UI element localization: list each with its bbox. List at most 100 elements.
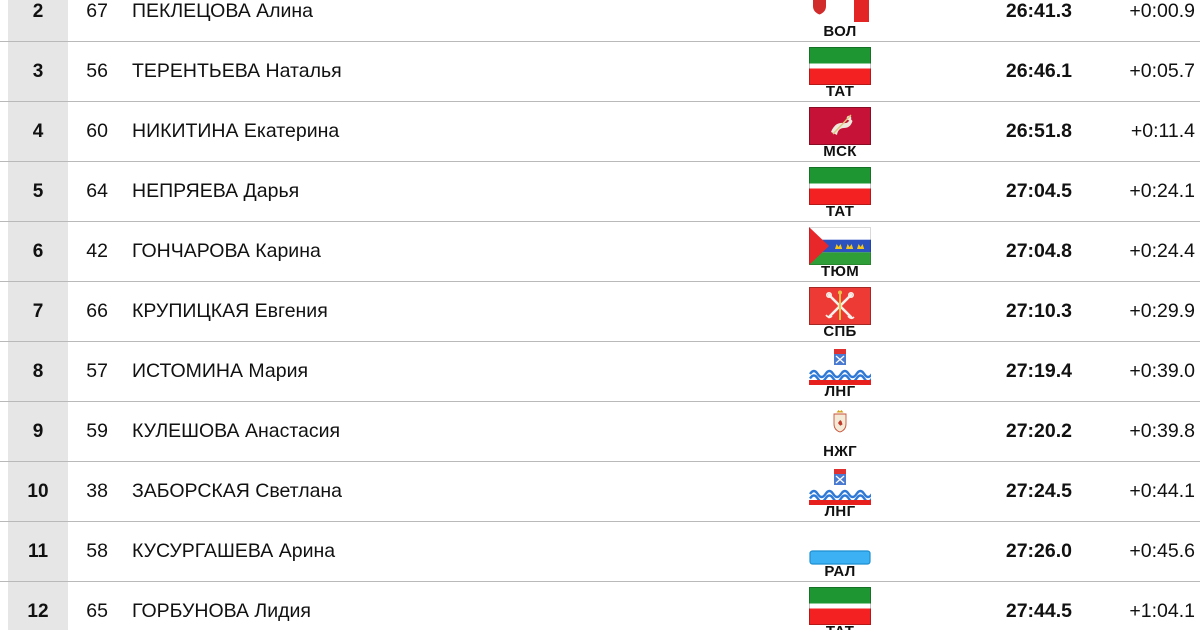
table-row: 8 57 ИСТОМИНА Мария ЛНГ <box>0 342 1200 402</box>
region-flag-icon <box>809 167 871 205</box>
region-flag-icon <box>809 47 871 85</box>
bib-number: 66 <box>86 300 108 322</box>
table-row: 3 56 ТЕРЕНТЬЕВА Наталья ТАТ 26:46.1 +0:0… <box>0 42 1200 102</box>
bib-number: 64 <box>86 180 108 202</box>
table-row: 5 64 НЕПРЯЕВА Дарья ТАТ 27:04.5 +0:24.1 <box>0 162 1200 222</box>
finish-time: 27:24.5 <box>1005 480 1072 502</box>
region-flag-block: ТАТ <box>809 162 871 221</box>
finish-time: 26:51.8 <box>1005 120 1072 142</box>
region-flag-block: ТАТ <box>809 42 871 101</box>
region-flag-icon <box>809 107 871 145</box>
athlete-name: ИСТОМИНА Мария <box>132 360 309 382</box>
time-gap: +0:29.9 <box>1129 300 1195 322</box>
finish-time: 27:10.3 <box>1005 300 1072 322</box>
rank-cell: 7 <box>8 282 68 341</box>
time-gap: +0:00.9 <box>1129 0 1195 22</box>
table-row: 10 38 ЗАБОРСКАЯ Светлана <box>0 462 1200 522</box>
region-flag-block: СПБ <box>809 282 871 341</box>
time-gap: +0:39.0 <box>1129 360 1195 382</box>
rank-cell: 3 <box>8 42 68 101</box>
time-gap: +0:24.1 <box>1129 180 1195 202</box>
region-flag-icon <box>809 587 871 625</box>
athlete-name: НИКИТИНА Екатерина <box>132 120 340 142</box>
rank-cell: 2 <box>8 0 68 41</box>
finish-time: 26:41.3 <box>1005 0 1072 22</box>
region-code: ТАТ <box>825 83 855 100</box>
region-code: ТАТ <box>825 203 855 220</box>
region-flag-icon <box>809 527 871 565</box>
region-flag-block: ТЮМ <box>809 222 871 281</box>
athlete-name: ГОНЧАРОВА Карина <box>132 240 321 262</box>
finish-time: 27:19.4 <box>1005 360 1072 382</box>
region-flag-block: ЛНГ <box>809 462 871 521</box>
region-code: ТЮМ <box>820 263 860 280</box>
athlete-name: ГОРБУНОВА Лидия <box>132 600 311 622</box>
time-gap: +0:24.4 <box>1129 240 1195 262</box>
table-row: 7 66 КРУПИЦКАЯ Евгения <box>0 282 1200 342</box>
time-gap: +0:11.4 <box>1130 120 1195 142</box>
rank-cell: 5 <box>8 162 68 221</box>
region-flag-block: ВОЛ <box>809 0 871 41</box>
rank-cell: 6 <box>8 222 68 281</box>
time-gap: +0:39.8 <box>1129 420 1195 442</box>
rank-cell: 4 <box>8 102 68 161</box>
bib-number: 60 <box>86 120 108 142</box>
region-code: МСК <box>823 143 857 160</box>
table-row: 11 58 КУСУРГАШЕВА Арина РАЛ 27:26.0 +0:4… <box>0 522 1200 582</box>
athlete-name: НЕПРЯЕВА Дарья <box>132 180 300 202</box>
table-row: 9 59 КУЛЕШОВА Анастасия НЖГ 27:20.2 +0:3… <box>0 402 1200 462</box>
rank-cell: 9 <box>8 402 68 461</box>
region-flag-icon <box>809 467 871 505</box>
region-code: ТАТ <box>797 623 883 630</box>
bib-number: 65 <box>86 600 108 622</box>
athlete-name: КРУПИЦКАЯ Евгения <box>132 300 328 322</box>
time-gap: +0:45.6 <box>1129 540 1195 562</box>
bib-number: 56 <box>86 60 108 82</box>
region-flag-block: РАЛ <box>809 522 871 581</box>
finish-time: 27:04.8 <box>1005 240 1072 262</box>
region-flag-icon <box>809 287 871 325</box>
rank-cell: 11 <box>8 522 68 581</box>
table-row: 6 42 ГОНЧАРОВА Карина ТЮМ 27:04.8 +0 <box>0 222 1200 282</box>
athlete-name: ПЕКЛЕЦОВА Алина <box>132 0 314 22</box>
table-row: 12 65 ГОРБУНОВА Лидия ТАТ 27:44.5 +1:04.… <box>0 582 1200 630</box>
finish-time: 26:46.1 <box>1005 60 1072 82</box>
athlete-name: КУСУРГАШЕВА Арина <box>132 540 336 562</box>
time-gap: +1:04.1 <box>1129 600 1195 622</box>
time-gap: +0:05.7 <box>1129 60 1195 82</box>
region-flag-icon <box>809 347 871 385</box>
region-code: РАЛ <box>824 563 856 580</box>
finish-time: 27:44.5 <box>1005 600 1072 622</box>
bib-number: 42 <box>86 240 108 262</box>
athlete-name: КУЛЕШОВА Анастасия <box>132 420 341 442</box>
region-flag-icon <box>809 227 871 265</box>
finish-time: 27:04.5 <box>1005 180 1072 202</box>
region-code: ЛНГ <box>824 383 856 400</box>
athlete-name: ТЕРЕНТЬЕВА Наталья <box>132 60 342 82</box>
region-code: ЛНГ <box>824 503 856 520</box>
bib-number: 59 <box>86 420 108 442</box>
region-flag-icon <box>809 407 871 445</box>
athlete-name: ЗАБОРСКАЯ Светлана <box>132 480 343 502</box>
region-flag-icon <box>809 0 871 25</box>
rank-cell: 8 <box>8 342 68 401</box>
region-flag-block: ТАТ <box>809 582 871 630</box>
table-row: 4 60 НИКИТИНА Екатерина МСК 26:51.8 +0:1… <box>0 102 1200 162</box>
time-gap: +0:44.1 <box>1129 480 1195 502</box>
finish-time: 27:20.2 <box>1005 420 1072 442</box>
table-row: 2 67 ПЕКЛЕЦОВА Алина ВОЛ 26:41.3 +0:00.9 <box>0 0 1200 42</box>
region-flag-block: НЖГ <box>809 402 871 461</box>
bib-number: 38 <box>86 480 108 502</box>
region-code: НЖГ <box>823 443 857 460</box>
rank-cell: 10 <box>8 462 68 521</box>
rank-cell: 12 <box>8 582 68 630</box>
bib-number: 67 <box>86 0 108 22</box>
region-code: СПБ <box>823 323 857 340</box>
bib-number: 57 <box>86 360 108 382</box>
region-flag-block: ЛНГ <box>809 342 871 401</box>
bib-number: 58 <box>86 540 108 562</box>
region-flag-block: МСК <box>809 102 871 161</box>
region-code: ВОЛ <box>823 23 857 40</box>
